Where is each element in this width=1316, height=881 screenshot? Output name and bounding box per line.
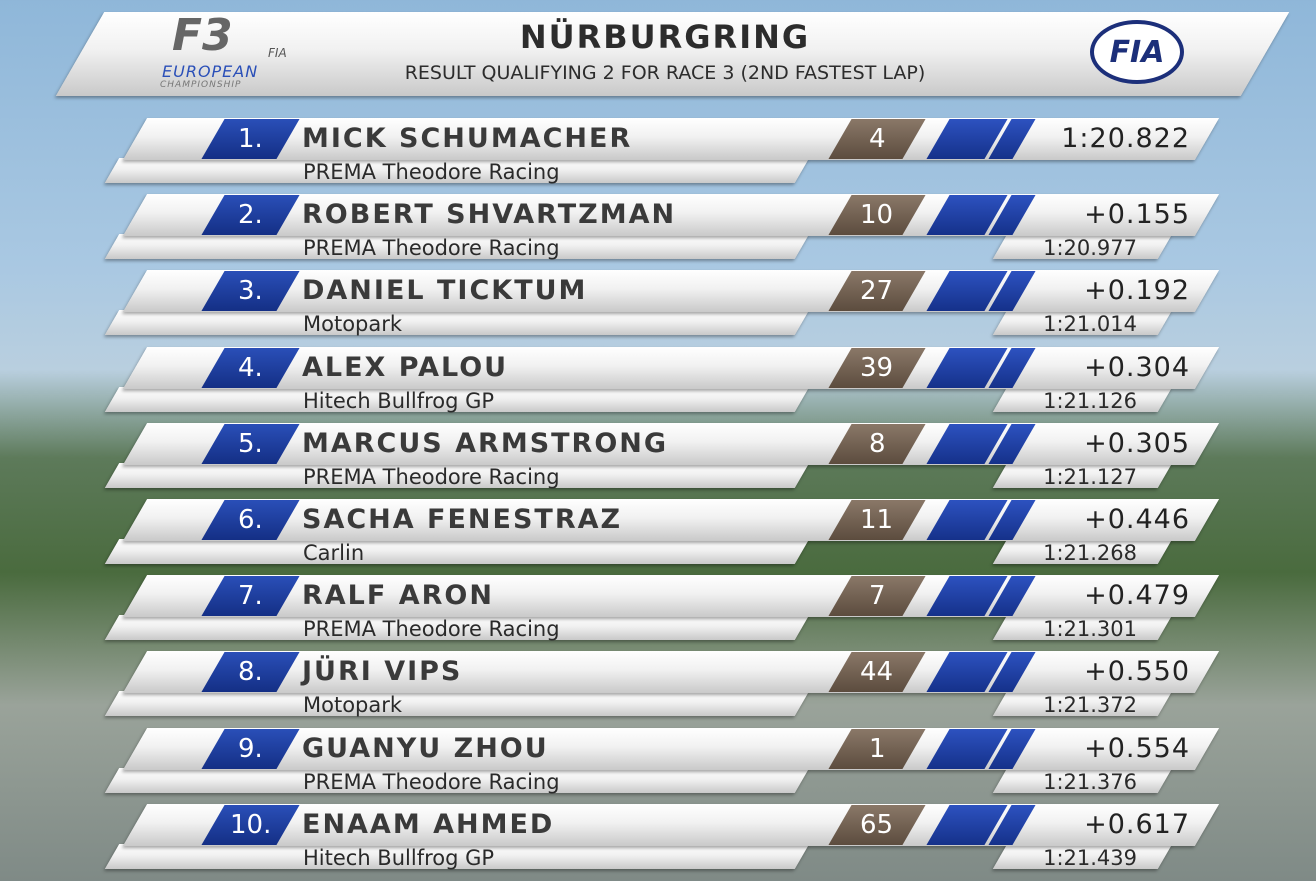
lap-time: 1:21.439	[1043, 845, 1137, 870]
gap: +0.554	[1084, 732, 1190, 764]
car-number: 10	[860, 200, 894, 231]
position: 1.	[238, 124, 263, 154]
driver-name: ENAAM AHMED	[302, 808, 555, 840]
position: 9.	[238, 733, 263, 764]
team: Motopark	[303, 312, 403, 337]
car-number: 11	[860, 505, 894, 535]
gap: +0.155	[1084, 199, 1190, 231]
car-number: 1	[868, 733, 886, 764]
team: PREMA Theodore Racing	[303, 617, 560, 642]
lower-bar	[104, 539, 810, 564]
driver-name: MICK SCHUMACHER	[302, 123, 633, 154]
subtitle: RESULT QUALIFYING 2 FOR RACE 3 (2ND FAST…	[404, 62, 926, 84]
position: 3.	[238, 276, 263, 307]
lower-bar	[104, 691, 810, 717]
gap: +0.550	[1084, 656, 1190, 688]
driver-name: JÜRI VIPS	[302, 656, 463, 688]
car-number: 44	[860, 657, 894, 688]
driver-name: RALF ARON	[302, 580, 494, 612]
gap: +0.305	[1084, 427, 1190, 459]
gap: 1:20.822	[1061, 123, 1190, 154]
car-number: 39	[860, 352, 894, 383]
driver-name: SACHA FENESTRAZ	[302, 504, 623, 535]
logo-line1: EUROPEAN	[162, 62, 259, 81]
gap: +0.304	[1084, 351, 1190, 383]
position: 7.	[238, 581, 263, 612]
gap: +0.479	[1084, 580, 1190, 612]
lap-time: 1:21.301	[1043, 617, 1137, 642]
fia-badge: FIA	[1090, 20, 1184, 84]
car-number: 7	[868, 581, 886, 612]
team: Carlin	[303, 541, 365, 565]
driver-name: ALEX PALOU	[302, 351, 509, 383]
lap-time: 1:21.014	[1043, 312, 1137, 337]
position: 10.	[229, 809, 272, 840]
title: NÜRBURGRING	[519, 18, 811, 56]
team: PREMA Theodore Racing	[303, 769, 560, 794]
lower-bar	[104, 310, 810, 336]
driver-name: MARCUS ARMSTRONG	[302, 427, 669, 459]
logo-fia: FIA	[268, 46, 287, 60]
driver-name: ROBERT SHVARTZMAN	[302, 199, 677, 231]
logo-f3: F3	[172, 10, 233, 61]
lap-time: 1:21.268	[1043, 541, 1137, 565]
car-number: 65	[860, 809, 894, 840]
driver-name: DANIEL TICKTUM	[302, 275, 588, 307]
car-number: 4	[868, 124, 886, 154]
team: PREMA Theodore Racing	[303, 236, 560, 261]
team: Motopark	[303, 693, 403, 718]
logo-line2: CHAMPIONSHIP	[160, 80, 242, 90]
team: Hitech Bullfrog GP	[303, 388, 495, 413]
team: PREMA Theodore Racing	[303, 464, 560, 489]
lap-time: 1:21.127	[1043, 464, 1137, 489]
team: Hitech Bullfrog GP	[303, 845, 495, 870]
lap-time: 1:21.376	[1043, 769, 1137, 794]
driver-name: GUANYU ZHOU	[302, 732, 549, 764]
gap: +0.446	[1084, 504, 1190, 535]
position: 4.	[238, 352, 263, 383]
lap-time: 1:21.372	[1043, 693, 1137, 718]
lap-time: 1:21.126	[1043, 388, 1137, 413]
gap: +0.617	[1084, 808, 1190, 840]
position: 6.	[238, 505, 263, 535]
team: PREMA Theodore Racing	[303, 160, 560, 184]
car-number: 8	[868, 428, 886, 459]
position: 2.	[238, 200, 263, 231]
car-number: 27	[860, 276, 894, 307]
position: 8.	[238, 657, 263, 688]
gap: +0.192	[1084, 275, 1190, 307]
lap-time: 1:20.977	[1043, 236, 1137, 261]
position: 5.	[238, 428, 263, 459]
